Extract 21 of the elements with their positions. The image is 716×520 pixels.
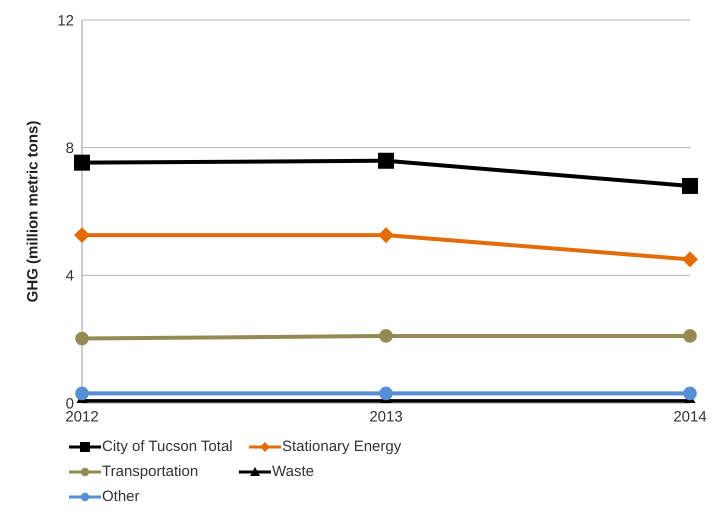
legend-label: City of Tucson Total — [102, 438, 233, 455]
point — [74, 154, 90, 171]
y-axis-title: GHG (million metric tons) — [24, 120, 42, 302]
legend-label: Stationary Energy — [282, 438, 402, 455]
point — [74, 227, 90, 244]
point — [378, 152, 394, 169]
legend-label: Other — [102, 488, 140, 505]
y-tick-label: 8 — [66, 140, 74, 157]
point — [378, 227, 394, 244]
point — [683, 329, 697, 343]
x-tick-label: 2014 — [673, 408, 707, 426]
point — [379, 386, 393, 400]
legend-label: Transportation — [102, 463, 198, 480]
point — [75, 332, 89, 346]
point — [379, 329, 393, 343]
y-tick-label: 4 — [66, 268, 74, 285]
x-tick-label: 2013 — [369, 408, 403, 426]
point — [682, 251, 698, 268]
point — [682, 178, 698, 194]
legend-label: Waste — [272, 463, 314, 480]
y-tick-label: 12 — [57, 12, 74, 30]
